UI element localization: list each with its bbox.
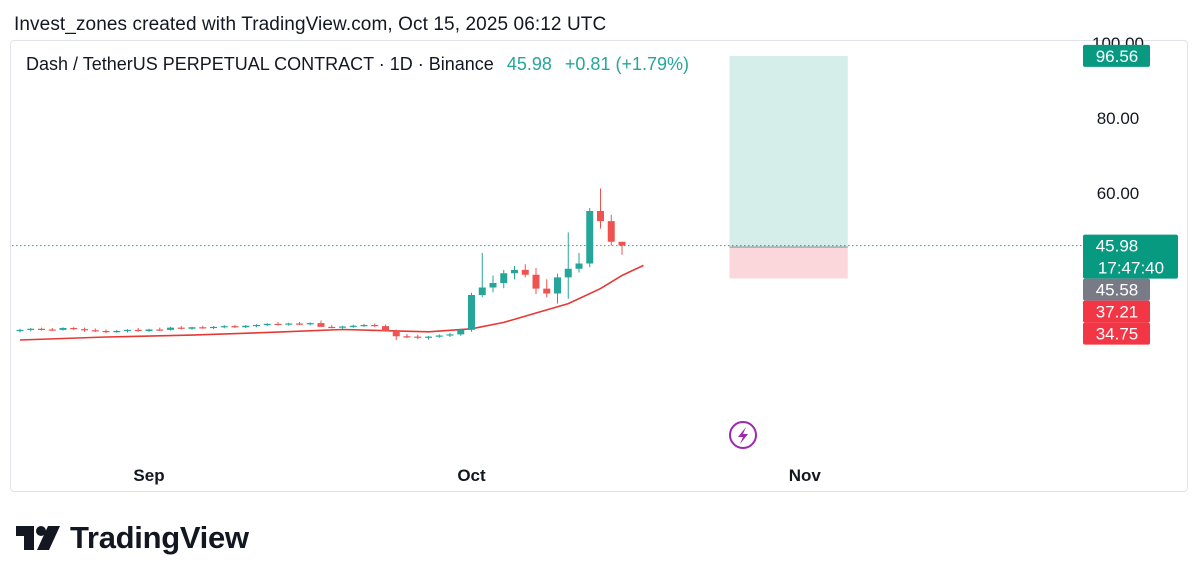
candle-body[interactable]	[371, 325, 379, 327]
target-zone[interactable]	[729, 55, 848, 248]
candle-body[interactable]	[306, 323, 314, 325]
candle-body[interactable]	[468, 295, 475, 330]
candle-body[interactable]	[156, 329, 164, 331]
candle-body[interactable]	[575, 263, 583, 269]
flash-icon-bolt	[738, 427, 748, 444]
candle-body[interactable]	[102, 331, 110, 333]
candle-body[interactable]	[618, 241, 626, 246]
price-tag-label: 37.21	[1096, 303, 1139, 322]
candle-body[interactable]	[113, 331, 121, 333]
candle-body[interactable]	[500, 273, 508, 283]
candle-body[interactable]	[511, 269, 518, 274]
candle-body[interactable]	[532, 274, 540, 289]
candle-body[interactable]	[242, 325, 250, 328]
candle-body[interactable]	[210, 326, 217, 329]
candle-body[interactable]	[274, 323, 282, 326]
candle-body[interactable]	[349, 325, 357, 327]
candle-body[interactable]	[382, 326, 389, 331]
candle-body[interactable]	[543, 288, 551, 294]
candle-body[interactable]	[124, 329, 131, 332]
candle-body[interactable]	[81, 329, 88, 331]
price-tag-box	[1083, 44, 1150, 67]
stop-zone[interactable]	[729, 247, 848, 279]
tradingview-logo: TradingView	[16, 518, 249, 558]
candle-body[interactable]	[392, 331, 400, 337]
candle-body[interactable]	[339, 326, 346, 328]
candle-body[interactable]	[457, 329, 465, 335]
symbol-legend: Dash / TetherUS PERPETUAL CONTRACT · 1D …	[26, 54, 689, 75]
x-tick-label: Nov	[789, 466, 822, 485]
candle-body[interactable]	[564, 268, 572, 278]
chart-frame	[10, 40, 1188, 492]
price-tag-label: 34.75	[1096, 325, 1139, 344]
chart-credit: Invest_zones created with TradingView.co…	[14, 14, 607, 35]
x-tick-label: Sep	[133, 466, 164, 485]
candle-body[interactable]	[220, 326, 228, 328]
candle-body[interactable]	[425, 336, 432, 338]
legend-price: 45.98	[506, 54, 552, 74]
candle-body[interactable]	[188, 327, 196, 329]
y-tick-label: 80.00	[1097, 109, 1140, 128]
candle-body[interactable]	[70, 328, 78, 330]
candle-body[interactable]	[48, 329, 56, 331]
y-tick-label: 60.00	[1097, 184, 1140, 203]
candle-body[interactable]	[414, 336, 422, 338]
candle-body[interactable]	[360, 325, 368, 327]
candle-body[interactable]	[199, 327, 207, 329]
candle-body[interactable]	[177, 327, 185, 329]
candle-body[interactable]	[253, 325, 260, 327]
candle-body[interactable]	[145, 329, 153, 332]
price-tag-label: 96.56	[1096, 47, 1139, 66]
candle-body[interactable]	[91, 330, 99, 332]
candle-body[interactable]	[38, 328, 45, 330]
candle-body[interactable]	[446, 334, 454, 336]
candle-body[interactable]	[317, 323, 325, 327]
candle-body[interactable]	[489, 283, 497, 288]
candle-body[interactable]	[435, 335, 443, 337]
price-tag-label: 45.58	[1096, 281, 1139, 300]
candle-body[interactable]	[27, 328, 35, 330]
candle-body[interactable]	[586, 211, 594, 264]
legend-change: +0.81 (+1.79%)	[564, 54, 689, 74]
price-tag-label: 45.98	[1096, 237, 1139, 256]
countdown-label: 17:47:40	[1098, 259, 1164, 278]
tradingview-logo-icon	[16, 526, 60, 550]
candle-body[interactable]	[167, 327, 174, 330]
candle-body[interactable]	[285, 323, 293, 325]
candle-body[interactable]	[478, 287, 486, 296]
candle-body[interactable]	[403, 336, 411, 338]
candle-body[interactable]	[231, 326, 239, 328]
price-tag-box	[1083, 234, 1178, 279]
candle-body[interactable]	[607, 221, 615, 242]
candle-body[interactable]	[296, 323, 303, 325]
candle-body[interactable]	[597, 211, 604, 222]
candle-body[interactable]	[263, 323, 271, 326]
symbol-title[interactable]: Dash / TetherUS PERPETUAL CONTRACT · 1D …	[26, 54, 494, 74]
candle-body[interactable]	[16, 329, 24, 332]
flash-icon[interactable]	[729, 421, 757, 449]
candle-body[interactable]	[554, 277, 561, 294]
tradingview-wordmark: TradingView	[70, 520, 249, 555]
price-tag-box	[1083, 278, 1150, 301]
moving-average-line	[19, 264, 644, 341]
price-tag-box	[1083, 322, 1150, 345]
price-tag-box	[1083, 300, 1150, 323]
candle-body[interactable]	[328, 326, 336, 329]
candle-body[interactable]	[521, 269, 529, 275]
candle-body[interactable]	[134, 329, 142, 332]
x-tick-label: Oct	[457, 466, 486, 485]
candle-body[interactable]	[59, 328, 67, 330]
